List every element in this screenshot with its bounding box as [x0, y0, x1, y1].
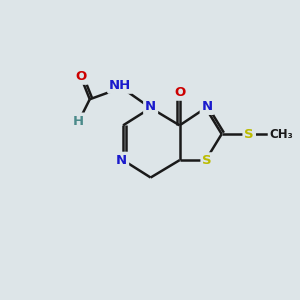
Text: O: O [75, 70, 87, 83]
Text: S: S [244, 128, 254, 141]
Text: S: S [202, 154, 212, 167]
Text: N: N [116, 154, 127, 166]
Text: N: N [145, 100, 156, 113]
Text: O: O [174, 86, 185, 99]
Text: NH: NH [109, 79, 131, 92]
Text: N: N [202, 100, 213, 113]
Text: CH₃: CH₃ [269, 128, 293, 141]
Text: H: H [73, 115, 84, 128]
